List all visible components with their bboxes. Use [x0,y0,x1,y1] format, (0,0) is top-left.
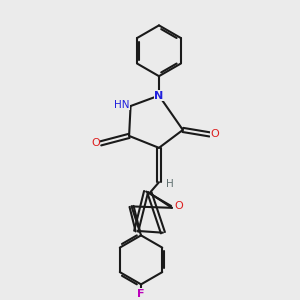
Text: O: O [211,129,220,140]
Text: H: H [166,179,173,189]
Text: N: N [154,91,164,100]
Text: O: O [174,201,183,211]
Text: HN: HN [114,100,129,110]
Text: O: O [91,138,100,148]
Text: F: F [137,289,145,299]
